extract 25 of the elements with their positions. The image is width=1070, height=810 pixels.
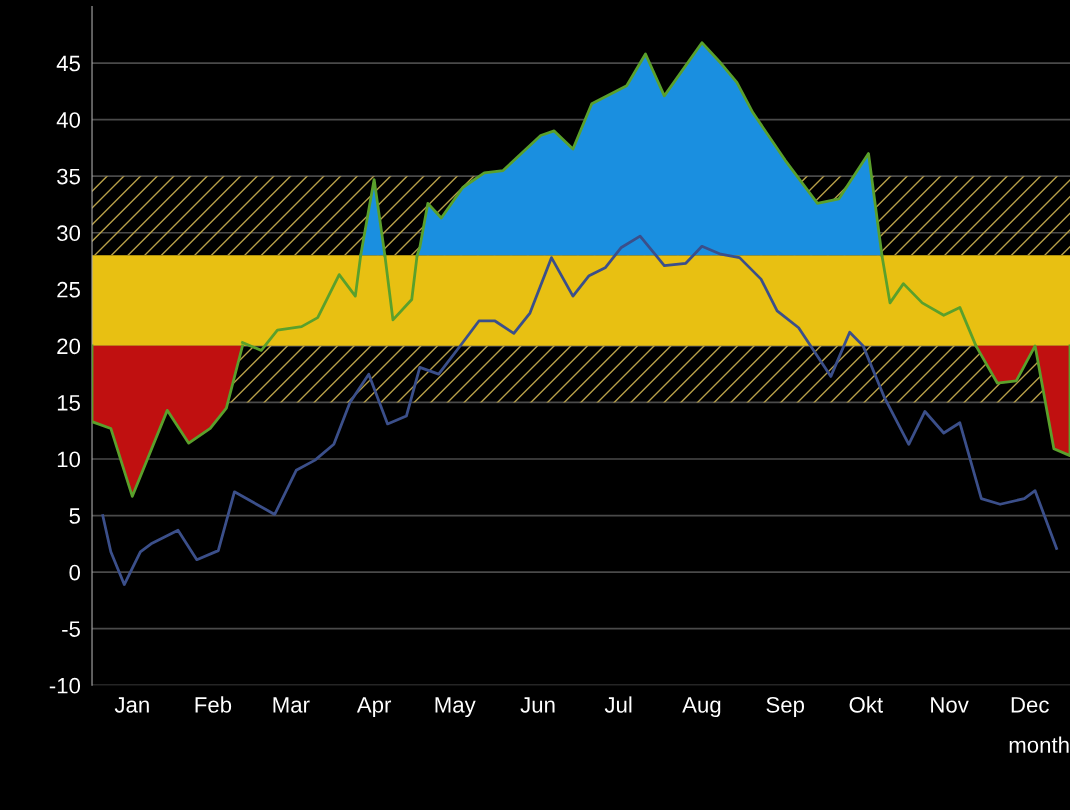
x-tick-label: Jul (604, 696, 632, 713)
y-tick-label: 25 (57, 281, 80, 298)
x-tick-label: Apr (356, 697, 392, 718)
y-tick-label: 10 (57, 451, 81, 468)
y-tick-label: 20 (57, 338, 81, 355)
x-tick-label: Aug (682, 697, 721, 718)
x-tick-label: Sep (766, 696, 805, 718)
x-tick-label: Dec (1011, 697, 1049, 713)
y-tick-label: 35 (57, 168, 80, 185)
y-tick-label: -10 (49, 677, 81, 694)
y-tick-label: 40 (56, 112, 81, 128)
x-tick-label: Jan (114, 697, 149, 713)
y-tick-label: 15 (57, 395, 80, 411)
x-tick-label: Okt (849, 696, 883, 713)
y-tick-label: -5 (62, 621, 80, 637)
y-tick-label: 45 (56, 55, 80, 72)
y-tick-label: 0 (69, 564, 81, 581)
x-tick-label: Jun (520, 697, 555, 713)
y-tick-label: 30 (57, 225, 81, 242)
x-tick-label: Nov (931, 697, 969, 713)
x-axis-title: month (1009, 736, 1069, 753)
x-tick-label: May (435, 697, 476, 718)
x-tick-label: Feb (195, 696, 232, 713)
y-tick-label: 5 (69, 508, 80, 524)
x-tick-label: Mar (273, 697, 310, 713)
